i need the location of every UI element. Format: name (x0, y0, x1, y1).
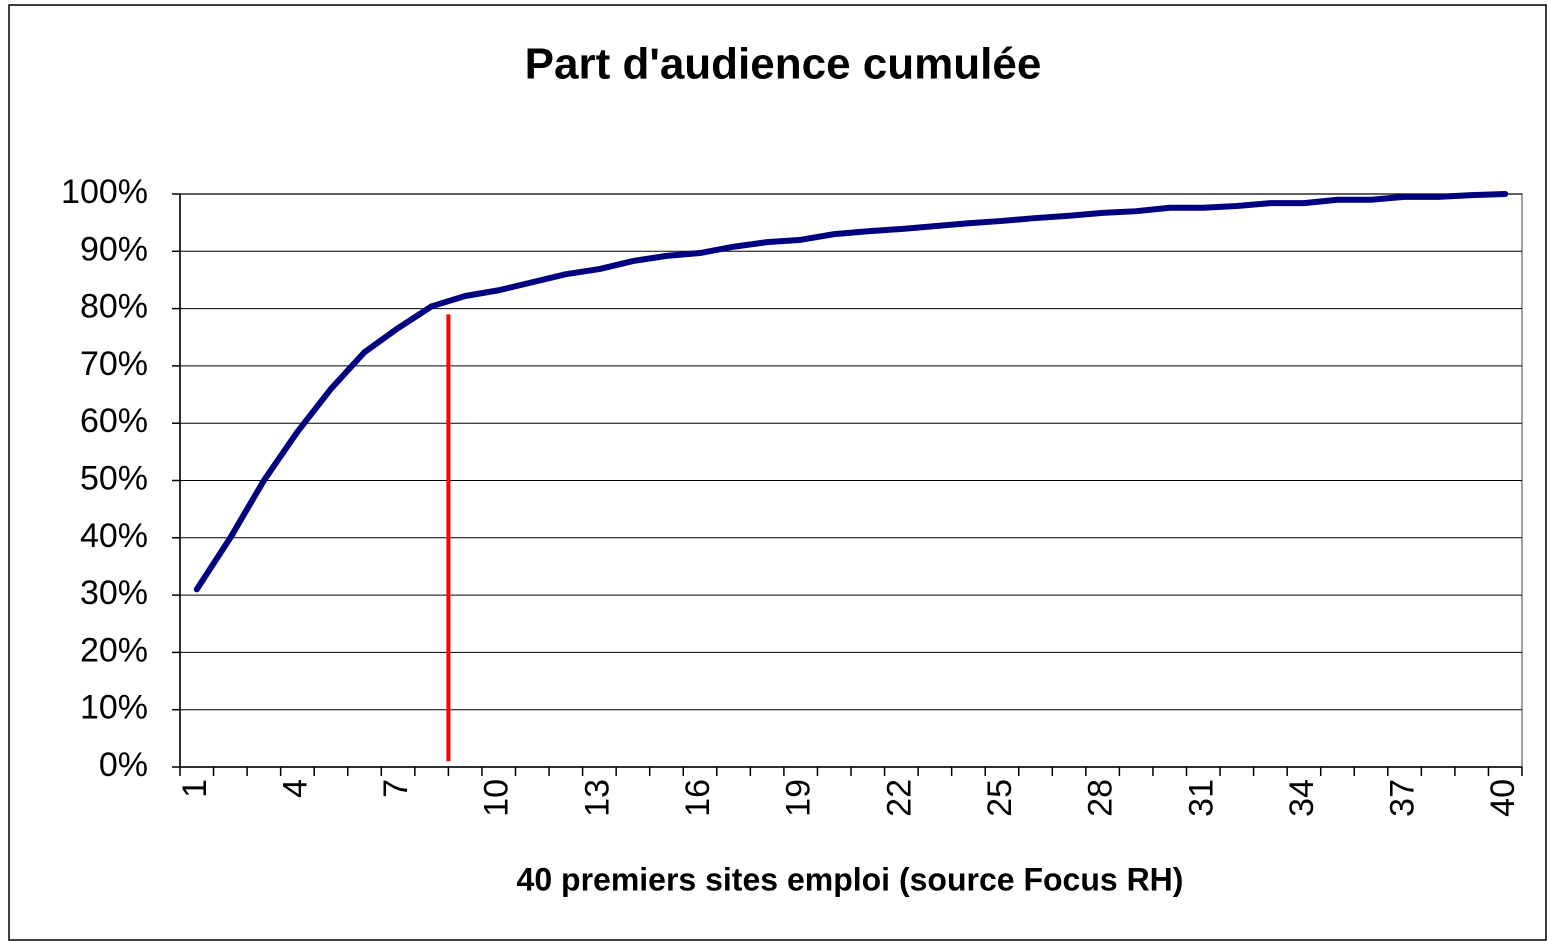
x-tick-label: 13 (578, 779, 616, 817)
x-tick-label: 31 (1182, 779, 1220, 817)
chart-title: Part d'audience cumulée (525, 40, 1042, 89)
data-line (193, 191, 1509, 593)
x-tick-label: 1 (176, 779, 214, 798)
y-tick-label: 40% (80, 517, 148, 555)
y-tick-label: 20% (80, 631, 148, 669)
x-tick-label: 4 (276, 779, 314, 798)
x-tick-label: 34 (1283, 779, 1321, 817)
x-tick-label: 22 (880, 779, 918, 817)
x-tick-label: 10 (478, 779, 516, 817)
x-tick-label: 40 (1484, 779, 1522, 817)
y-tick-label: 0% (99, 746, 148, 784)
x-tick-label: 16 (679, 779, 717, 817)
y-tick-label: 90% (80, 230, 148, 268)
y-tick-label: 100% (61, 173, 148, 211)
y-tick-label: 10% (80, 689, 148, 727)
x-tick-label: 19 (780, 779, 818, 817)
x-tick-label: 28 (1082, 779, 1120, 817)
x-axis-label: 40 premiers sites emploi (source Focus R… (517, 861, 1184, 897)
x-tick-label: 25 (981, 779, 1019, 817)
y-tick-label: 80% (80, 288, 148, 326)
x-tick-label: 37 (1384, 779, 1422, 817)
y-tick-label: 30% (80, 574, 148, 612)
y-tick-label: 60% (80, 402, 148, 440)
y-tick-label: 50% (80, 459, 148, 497)
x-tick-label: 7 (377, 779, 415, 798)
y-tick-label: 70% (80, 345, 148, 383)
